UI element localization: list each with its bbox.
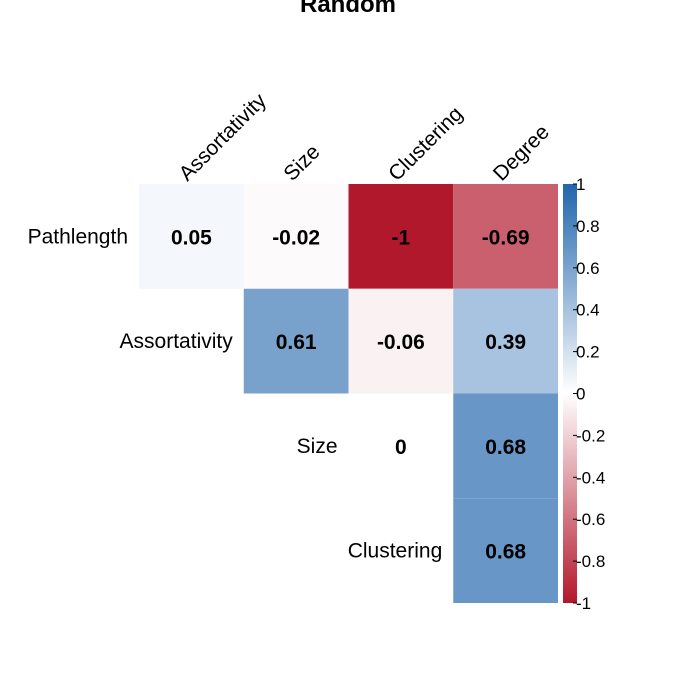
colorbar-tick-label: -0.4 xyxy=(576,468,605,487)
colorbar-tick-label: 0.4 xyxy=(576,301,600,320)
colorbar: -1 -0.8 -0.6 -0.4 -0.2 0 0.2 0.4 0.6 0.8 1 xyxy=(563,175,605,613)
heatmap-cell-assortativity-clustering xyxy=(348,288,454,394)
row-label-size: Size xyxy=(297,435,338,458)
column-label-degree: Degree xyxy=(489,121,554,186)
column-label-size: Size xyxy=(279,140,324,185)
colorbar-tick-label: 0.8 xyxy=(576,217,600,236)
heatmap-cell-assortativity-size xyxy=(243,288,349,394)
cell-value-label: -1 xyxy=(392,226,411,249)
colorbar-gradient xyxy=(563,184,577,603)
cell-value-label: 0 xyxy=(395,436,407,459)
heatmap-cell-pathlength-assortativity xyxy=(139,184,244,289)
heatmap-cell-size-clustering xyxy=(348,393,454,499)
heatmap-cell-pathlength-size xyxy=(243,184,349,289)
heatmap-cell-assortativity-degree xyxy=(453,288,558,394)
chart-title: Random xyxy=(300,0,396,18)
row-labels: Pathlength Assortativity Size Clustering xyxy=(28,225,443,562)
heatmap-cell-pathlength-degree xyxy=(453,184,558,289)
heatmap-cell-clustering-degree xyxy=(453,498,558,603)
cell-value-label: -0.02 xyxy=(272,226,320,249)
heatmap-cells: 0.05 -0.02 -1 -0.69 0.61 -0.06 0.39 0 0.68 0.68 xyxy=(139,184,558,603)
colorbar-tick-label: 0.6 xyxy=(576,259,600,278)
cell-value-label: 0.61 xyxy=(276,331,317,354)
cell-value-label: -0.69 xyxy=(482,226,530,249)
column-label-clustering: Clustering xyxy=(384,102,467,185)
colorbar-tick-label: -0.2 xyxy=(576,426,605,445)
heatmap-cell-pathlength-clustering xyxy=(348,184,454,289)
colorbar-tick-label: 0.2 xyxy=(576,343,600,362)
cell-value-label: 0.05 xyxy=(171,226,212,249)
colorbar-tick-label: -0.6 xyxy=(576,510,605,529)
cell-value-label: 0.68 xyxy=(485,436,526,459)
heatmap-cell-size-degree xyxy=(453,393,558,499)
cell-value-label: -0.06 xyxy=(377,331,425,354)
colorbar-tick-label: 0 xyxy=(576,385,585,404)
colorbar-tick-label: 1 xyxy=(576,175,585,194)
colorbar-tick-label: -1 xyxy=(576,594,591,613)
row-label-clustering: Clustering xyxy=(348,540,443,563)
cell-value-label: 0.39 xyxy=(485,331,526,354)
column-label-assortativity: Assortativity xyxy=(175,89,272,186)
row-label-assortativity: Assortativity xyxy=(120,330,234,353)
colorbar-tick-label: -0.8 xyxy=(576,552,605,571)
column-labels: Assortativity Size Clustering Degree xyxy=(175,89,554,186)
row-label-pathlength: Pathlength xyxy=(28,225,128,248)
cell-value-label: 0.68 xyxy=(485,541,526,564)
